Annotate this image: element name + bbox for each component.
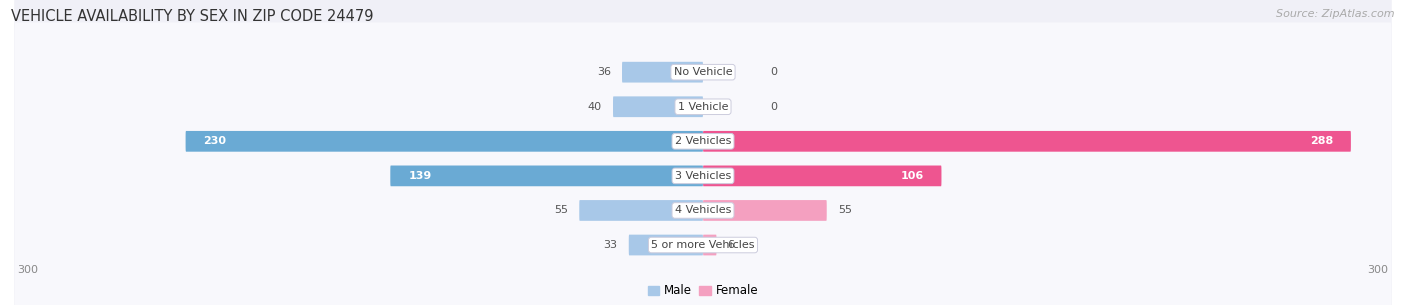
Text: 3 Vehicles: 3 Vehicles [675,171,731,181]
Text: 230: 230 [204,136,226,146]
FancyBboxPatch shape [703,131,1351,152]
Text: No Vehicle: No Vehicle [673,67,733,77]
Text: 36: 36 [596,67,610,77]
Text: 0: 0 [770,67,778,77]
Text: 0: 0 [770,102,778,112]
FancyBboxPatch shape [14,22,1392,305]
Text: 106: 106 [900,171,924,181]
Text: 2 Vehicles: 2 Vehicles [675,136,731,146]
Legend: Male, Female: Male, Female [643,280,763,302]
FancyBboxPatch shape [14,0,1392,295]
Text: VEHICLE AVAILABILITY BY SEX IN ZIP CODE 24479: VEHICLE AVAILABILITY BY SEX IN ZIP CODE … [11,9,374,24]
Text: 139: 139 [408,171,432,181]
FancyBboxPatch shape [703,235,717,255]
FancyBboxPatch shape [579,200,703,221]
FancyBboxPatch shape [621,62,703,83]
FancyBboxPatch shape [14,0,1392,305]
FancyBboxPatch shape [14,0,1392,305]
Text: 33: 33 [603,240,617,250]
FancyBboxPatch shape [628,235,703,255]
Text: 55: 55 [554,206,568,215]
Text: 1 Vehicle: 1 Vehicle [678,102,728,112]
FancyBboxPatch shape [14,0,1392,305]
FancyBboxPatch shape [186,131,703,152]
FancyBboxPatch shape [14,0,1392,305]
FancyBboxPatch shape [703,200,827,221]
Text: 6: 6 [728,240,735,250]
Text: 55: 55 [838,206,852,215]
FancyBboxPatch shape [391,166,703,186]
Text: 288: 288 [1309,136,1333,146]
FancyBboxPatch shape [613,96,703,117]
Text: 40: 40 [588,102,602,112]
Text: 5 or more Vehicles: 5 or more Vehicles [651,240,755,250]
Text: 4 Vehicles: 4 Vehicles [675,206,731,215]
Text: Source: ZipAtlas.com: Source: ZipAtlas.com [1277,9,1395,19]
FancyBboxPatch shape [703,166,942,186]
